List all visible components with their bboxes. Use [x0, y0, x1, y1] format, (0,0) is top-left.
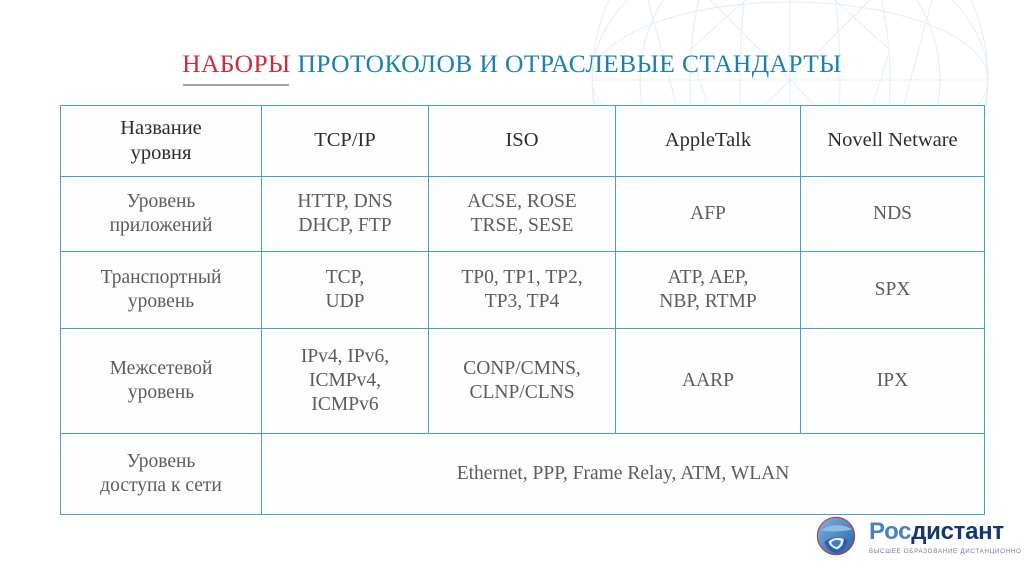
table-header-row: Название уровня TCP/IP ISO AppleTalk Nov… — [60, 105, 985, 177]
cell-line: ICMPv4, — [308, 369, 382, 391]
column-header-level: Название уровня — [60, 105, 262, 177]
cell-line: CLNP/CLNS — [469, 382, 575, 403]
protocol-table-container: Название уровня TCP/IP ISO AppleTalk Nov… — [60, 105, 985, 515]
page-title-rest: ПРОТОКОЛОВ И ОТРАСЛЕВЫЕ СТАНДАРТЫ — [290, 49, 842, 78]
cell-tcpip-transport: TCP, UDP — [261, 251, 429, 329]
cell-line: TRSE, SESE — [470, 215, 574, 236]
cell-line: IPX — [876, 369, 909, 391]
cell-line: AFP — [690, 202, 726, 224]
cell-line: ACSE, ROSE — [467, 190, 577, 212]
cell-line: уровень — [127, 291, 195, 312]
cell-level-transport: Транспортный уровень — [60, 251, 262, 329]
cell-appletalk-transport: ATP, AEP, NBP, RTMP — [615, 251, 801, 329]
logo-word-light: Рос — [869, 517, 912, 545]
table-body: Уровень приложений HTTP, DNS DHCP, FTP A… — [60, 176, 985, 515]
table-header: Название уровня TCP/IP ISO AppleTalk Nov… — [60, 105, 985, 177]
cell-line: Межсетевой — [109, 357, 213, 379]
slide-title-area: НАБОРЫ ПРОТОКОЛОВ И ОТРАСЛЕВЫЕ СТАНДАРТЫ — [0, 49, 1024, 78]
cell-line: ICMPv6 — [311, 394, 379, 416]
column-header-tcpip: TCP/IP — [261, 105, 429, 177]
table-row: Транспортный уровень TCP, UDP TP0, TP1, … — [60, 251, 985, 329]
rosdistant-globe-icon — [816, 516, 856, 556]
brand-logo: Росдистант ВЫСШЕЕ ОБРАЗОВАНИЕ ДИСТАНЦИОН… — [812, 508, 1021, 564]
cell-line: IPv4, IPv6, — [300, 345, 390, 367]
cell-appletalk-application: AFP — [615, 176, 801, 252]
cell-line: TCP, — [325, 266, 365, 288]
protocol-stack-table: Название уровня TCP/IP ISO AppleTalk Nov… — [60, 105, 985, 515]
cell-network-access-merged: Ethernet, PPP, Frame Relay, ATM, WLAN — [261, 433, 985, 515]
logo-tagline: ВЫСШЕЕ ОБРАЗОВАНИЕ ДИСТАНЦИОННО — [869, 547, 1022, 555]
cell-line: уровень — [127, 382, 195, 403]
cell-tcpip-internet: IPv4, IPv6, ICMPv4, ICMPv6 — [261, 328, 429, 434]
cell-line: HTTP, DNS — [297, 190, 393, 212]
cell-line: NDS — [872, 202, 912, 224]
column-header-level-line2: уровня — [130, 142, 192, 164]
cell-iso-application: ACSE, ROSE TRSE, SESE — [428, 176, 616, 252]
cell-line: TP0, TP1, TP2, — [461, 266, 583, 288]
cell-line: Транспортный — [100, 266, 222, 288]
column-header-appletalk-line1: AppleTalk — [664, 129, 752, 152]
cell-level-application: Уровень приложений — [60, 176, 262, 252]
cell-iso-internet: CONP/CMNS, CLNP/CLNS — [428, 328, 616, 434]
cell-tcpip-application: HTTP, DNS DHCP, FTP — [261, 176, 429, 252]
cell-line: доступа к сети — [100, 475, 222, 496]
logo-text-block: Росдистант ВЫСШЕЕ ОБРАЗОВАНИЕ ДИСТАНЦИОН… — [869, 518, 1022, 555]
cell-line: приложений — [109, 215, 213, 236]
page-title: НАБОРЫ ПРОТОКОЛОВ И ОТРАСЛЕВЫЕ СТАНДАРТЫ — [0, 49, 1024, 78]
cell-line: Уровень — [126, 450, 196, 472]
column-header-tcpip-line1: TCP/IP — [314, 129, 376, 152]
cell-line: DHCP, FTP — [298, 215, 392, 236]
column-header-appletalk: AppleTalk — [615, 105, 801, 177]
table-row: Межсетевой уровень IPv4, IPv6, ICMPv4, I… — [60, 328, 985, 434]
cell-line: Уровень — [126, 190, 196, 212]
cell-line: SPX — [874, 278, 911, 300]
cell-level-internet: Межсетевой уровень — [60, 328, 262, 434]
column-header-iso: ISO — [428, 105, 616, 177]
cell-novell-transport: SPX — [800, 251, 985, 329]
cell-novell-application: NDS — [800, 176, 985, 252]
logo-wordmark: Росдистант — [869, 517, 1022, 545]
cell-line: NBP, RTMP — [659, 291, 757, 312]
cell-line: TP3, TP4 — [484, 291, 560, 312]
cell-level-network-access: Уровень доступа к сети — [60, 433, 262, 515]
cell-appletalk-internet: AARP — [615, 328, 801, 434]
table-row: Уровень приложений HTTP, DNS DHCP, FTP A… — [60, 176, 985, 252]
logo-word-dark: дистант — [911, 517, 1004, 545]
column-header-iso-line1: ISO — [505, 129, 539, 152]
cell-line: UDP — [325, 291, 365, 312]
column-header-level-line1: Название — [120, 116, 202, 139]
cell-novell-internet: IPX — [800, 328, 985, 434]
column-header-novell-line1: Novell Netware — [827, 129, 958, 152]
page-title-accent: НАБОРЫ — [182, 49, 291, 78]
cell-line: CONP/CMNS, — [463, 357, 581, 379]
column-header-novell: Novell Netware — [800, 105, 985, 177]
cell-line: ATP, AEP, — [667, 266, 749, 288]
cell-iso-transport: TP0, TP1, TP2, TP3, TP4 — [428, 251, 616, 329]
table-row: Уровень доступа к сети Ethernet, PPP, Fr… — [60, 433, 985, 515]
cell-line: AARP — [681, 369, 735, 391]
